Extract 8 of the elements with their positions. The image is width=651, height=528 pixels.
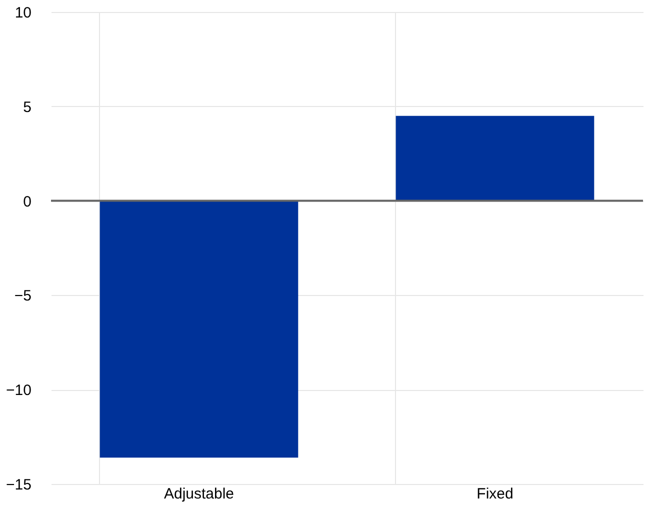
x-tick-label: Fixed [476,486,514,502]
y-tick-label: −5 [14,288,32,305]
y-tick-label: 0 [23,193,32,210]
y-tick-label: −15 [6,476,32,494]
y-tick-label: −10 [6,382,32,400]
y-tick-label: 5 [23,98,32,116]
x-tick-label: Adjustable [164,486,234,502]
y-tick-label: 10 [14,4,32,22]
